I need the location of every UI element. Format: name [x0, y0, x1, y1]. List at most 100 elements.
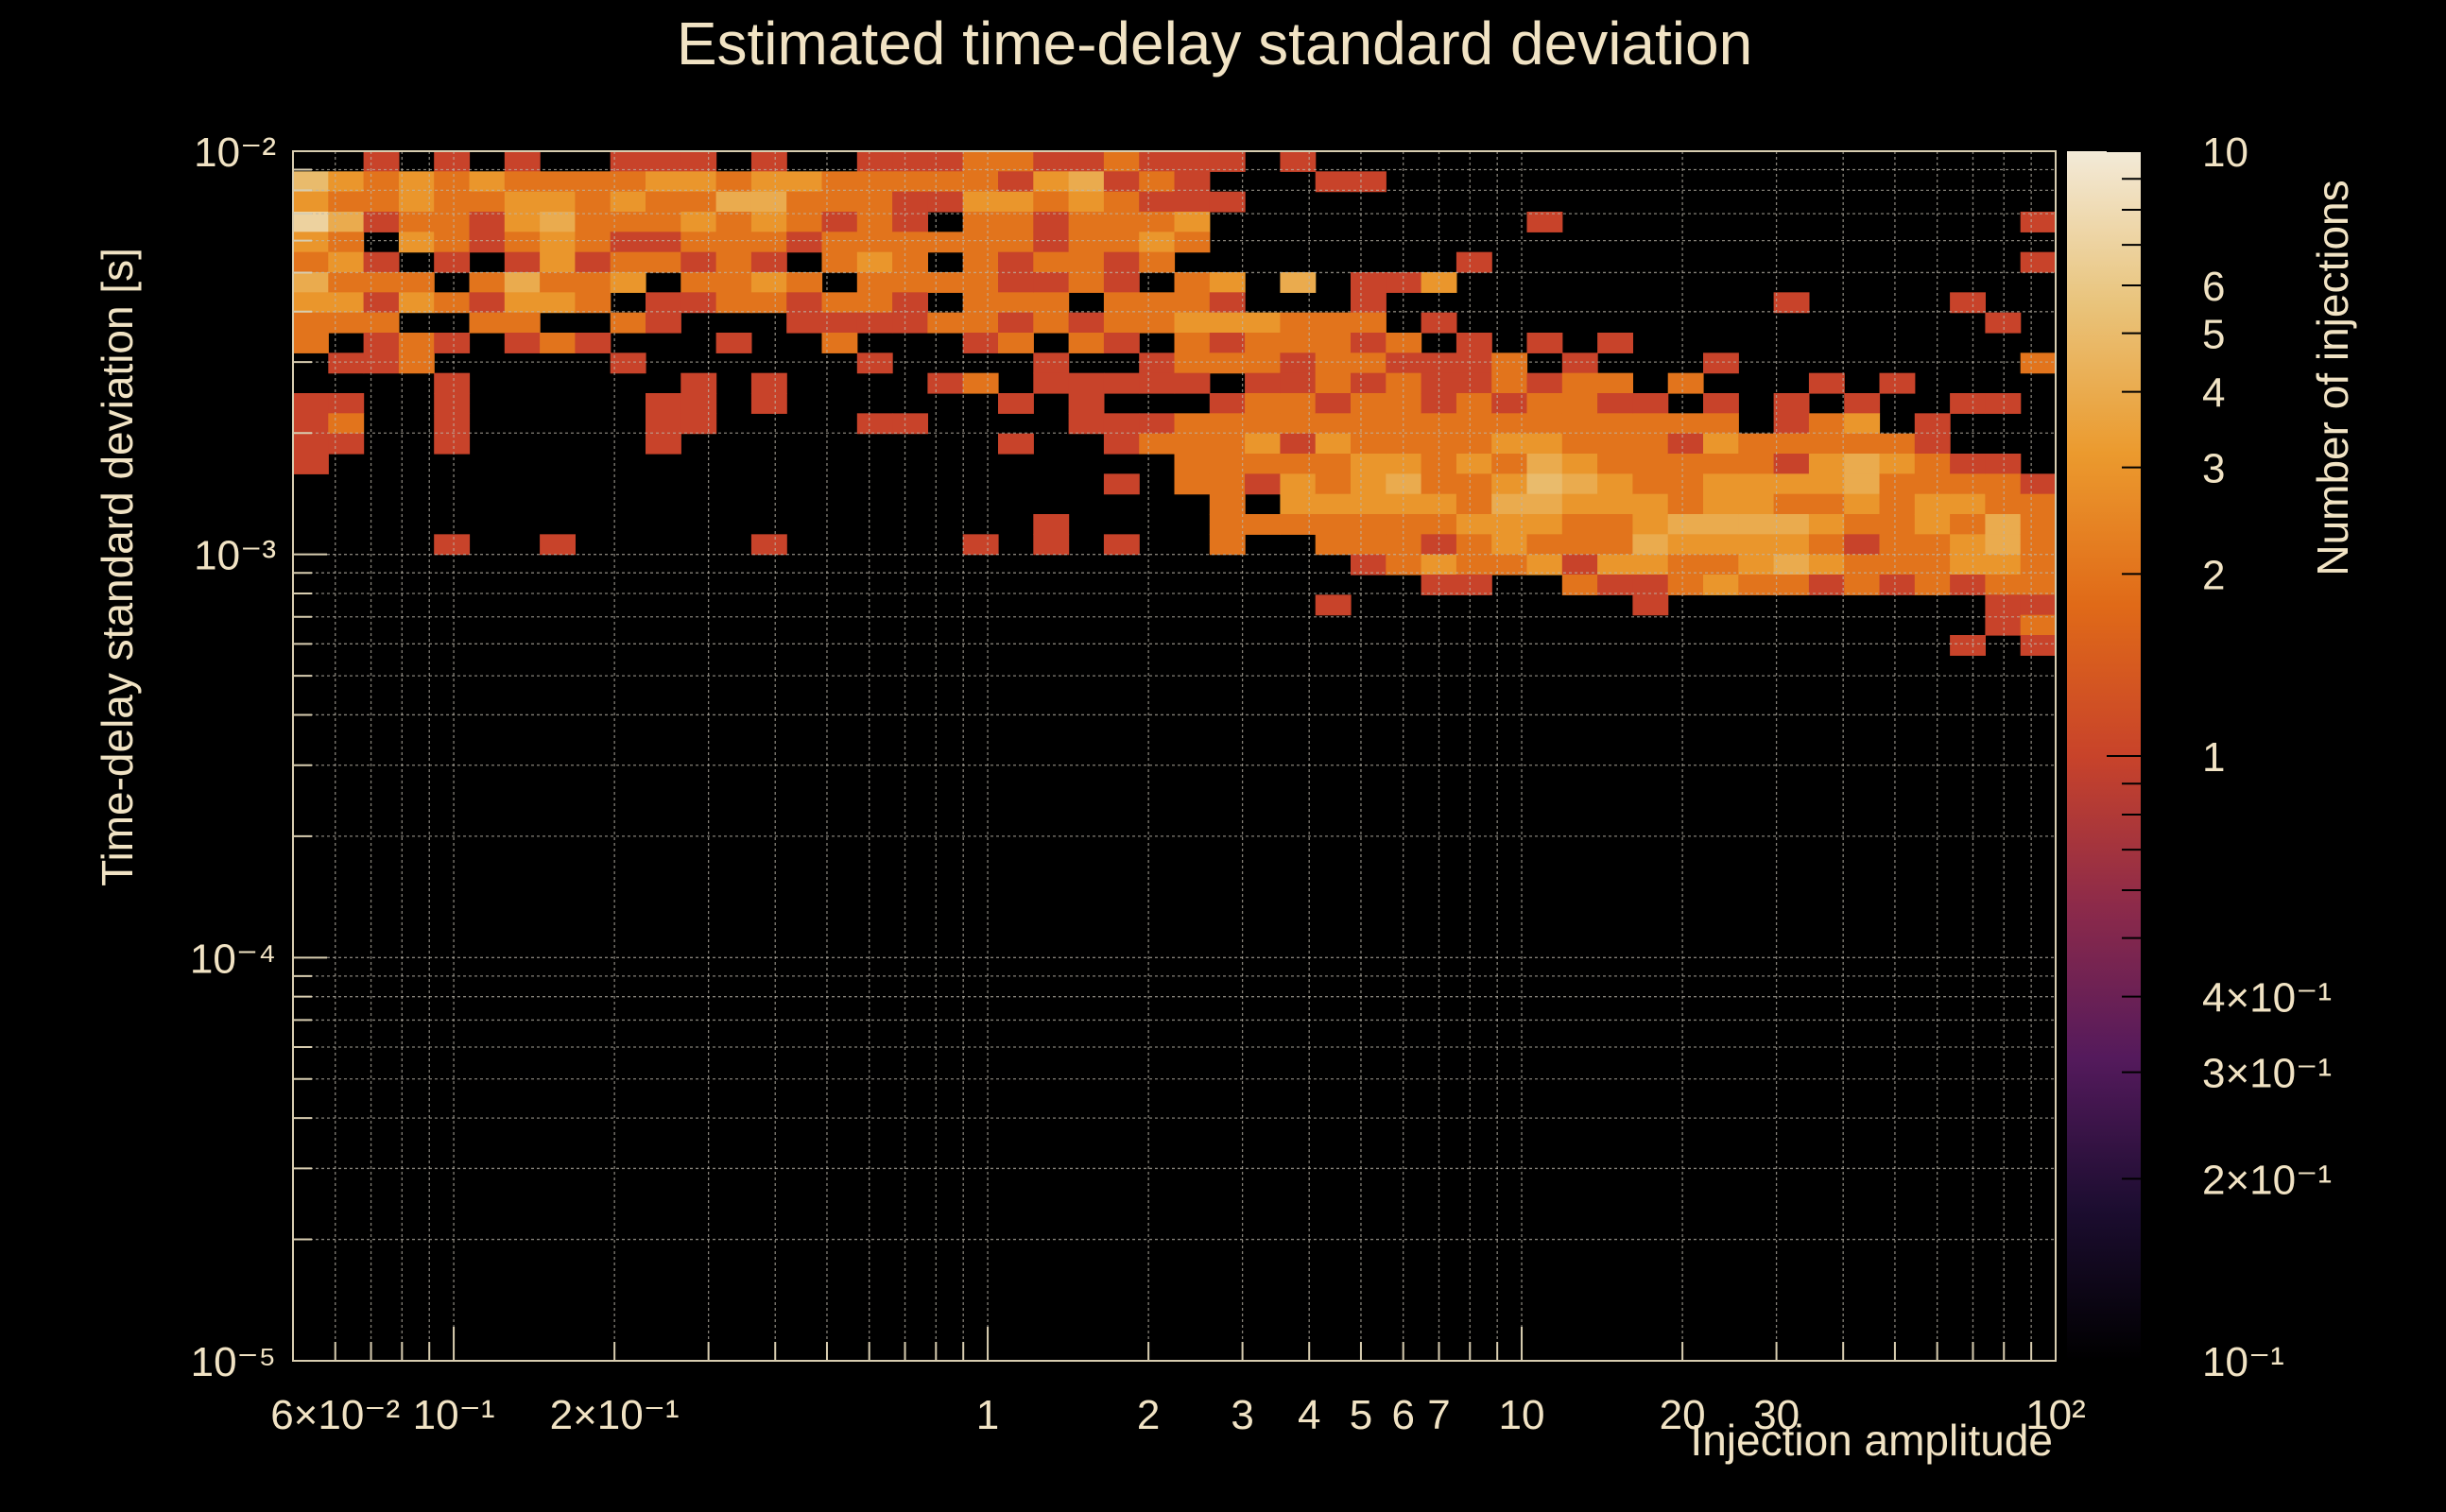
- heatmap-cell: [1914, 534, 1951, 556]
- heatmap-cell: [750, 534, 787, 556]
- colorbar-tick-label: 4: [2202, 370, 2225, 417]
- heatmap-cell: [363, 292, 400, 314]
- heatmap-cell: [1103, 292, 1140, 314]
- grid-lines: [292, 151, 2056, 1362]
- heatmap-cell: [962, 372, 999, 394]
- heatmap-cell: [715, 191, 752, 213]
- heatmap-cell: [821, 312, 858, 334]
- heatmap-cell: [1491, 352, 1528, 374]
- heatmap-cell: [1808, 554, 1845, 576]
- heatmap-cell: [856, 413, 893, 435]
- heatmap-cell: [1103, 433, 1140, 455]
- heatmap-cell: [998, 151, 1034, 172]
- heatmap-cell: [363, 251, 400, 273]
- heatmap-cell: [1103, 171, 1140, 193]
- heatmap-cell: [1703, 393, 1739, 414]
- heatmap-cell: [1491, 493, 1528, 515]
- heatmap-cell: [1280, 352, 1317, 374]
- heatmap-cell: [1456, 554, 1492, 576]
- heatmap-cell: [1386, 473, 1422, 495]
- heatmap-cell: [715, 272, 752, 293]
- heatmap-cell: [680, 171, 717, 193]
- heatmap-cell: [1280, 333, 1317, 353]
- heatmap-cell: [1773, 493, 1810, 515]
- heatmap-cell: [1209, 534, 1246, 556]
- heatmap-cell: [1985, 312, 2022, 334]
- heatmap-cell: [646, 393, 681, 414]
- heatmap-cell: [1597, 473, 1633, 495]
- heatmap-cell: [1068, 333, 1105, 353]
- heatmap-cell: [1561, 473, 1598, 495]
- heatmap-cell: [1561, 393, 1598, 414]
- heatmap-cell: [1139, 212, 1176, 232]
- heatmap-cell: [962, 292, 999, 314]
- heatmap-cell: [1526, 514, 1563, 535]
- heatmap-cell: [398, 191, 435, 213]
- heatmap-cell: [1174, 191, 1211, 213]
- heatmap-cell: [1033, 372, 1070, 394]
- heatmap-cell: [680, 212, 717, 232]
- y-tick-label: 10⁻³: [194, 533, 276, 579]
- heatmap-cell: [998, 232, 1034, 253]
- heatmap-cell: [1844, 433, 1881, 455]
- heatmap-cell: [1174, 372, 1211, 394]
- heatmap-cell: [1561, 433, 1598, 455]
- heatmap-cell: [1315, 393, 1352, 414]
- heatmap-cell: [540, 191, 576, 213]
- heatmap-cell: [750, 393, 787, 414]
- heatmap-cell: [1632, 493, 1669, 515]
- heatmap-cell: [1950, 454, 1986, 474]
- heatmap-cell: [998, 191, 1034, 213]
- heatmap-cell: [1950, 575, 1986, 595]
- heatmap-cell: [998, 272, 1034, 293]
- heatmap-cell: [575, 191, 612, 213]
- heatmap-cell: [1456, 251, 1492, 273]
- x-tick-label: 6×10⁻²: [270, 1392, 400, 1438]
- heatmap-cell: [786, 232, 823, 253]
- heatmap-cell: [575, 272, 612, 293]
- heatmap-cell: [1386, 554, 1422, 576]
- heatmap-cell: [1033, 312, 1070, 334]
- heatmap-cell: [328, 413, 365, 435]
- heatmap-cell: [1561, 413, 1598, 435]
- heatmap-cell: [1667, 493, 1704, 515]
- heatmap-cell: [1526, 554, 1563, 576]
- heatmap-cell: [1139, 352, 1176, 374]
- heatmap-cell: [892, 191, 928, 213]
- heatmap-cell: [1139, 372, 1176, 394]
- heatmap-cell: [1738, 454, 1775, 474]
- heatmap-cell: [680, 372, 717, 394]
- heatmap-cell: [1703, 575, 1739, 595]
- x-tick-label: 5: [1350, 1392, 1372, 1438]
- heatmap-cell: [293, 413, 329, 435]
- heatmap-cell: [398, 171, 435, 193]
- heatmap-cell: [1315, 413, 1352, 435]
- y-tick-label: 10⁻²: [194, 129, 276, 176]
- heatmap-cell: [1738, 493, 1775, 515]
- heatmap-cell: [293, 251, 329, 273]
- heatmap-cell: [1844, 493, 1881, 515]
- heatmap-cell: [1209, 413, 1246, 435]
- heatmap-cell: [504, 312, 541, 334]
- heatmap-cell: [1738, 534, 1775, 556]
- heatmap-cell: [1526, 534, 1563, 556]
- x-tick-label: 4: [1298, 1392, 1320, 1438]
- heatmap-cell: [1280, 454, 1317, 474]
- heatmap-cell: [1808, 473, 1845, 495]
- heatmap-cell: [1351, 393, 1387, 414]
- heatmap-cell: [856, 272, 893, 293]
- heatmap-cell: [398, 352, 435, 374]
- heatmap-cell: [1491, 433, 1528, 455]
- y-axis-label: Time-delay standard deviation [s]: [93, 248, 142, 886]
- heatmap-cell: [750, 151, 787, 172]
- heatmap-cell: [293, 272, 329, 293]
- heatmap-cell: [434, 171, 471, 193]
- heatmap-cell: [328, 433, 365, 455]
- heatmap-cell: [1808, 514, 1845, 535]
- heatmap-cell: [1174, 433, 1211, 455]
- heatmap-cell: [786, 171, 823, 193]
- heatmap-cell: [821, 292, 858, 314]
- heatmap-cell: [1456, 534, 1492, 556]
- heatmap-cell: [1808, 372, 1845, 394]
- heatmap-cell: [1386, 433, 1422, 455]
